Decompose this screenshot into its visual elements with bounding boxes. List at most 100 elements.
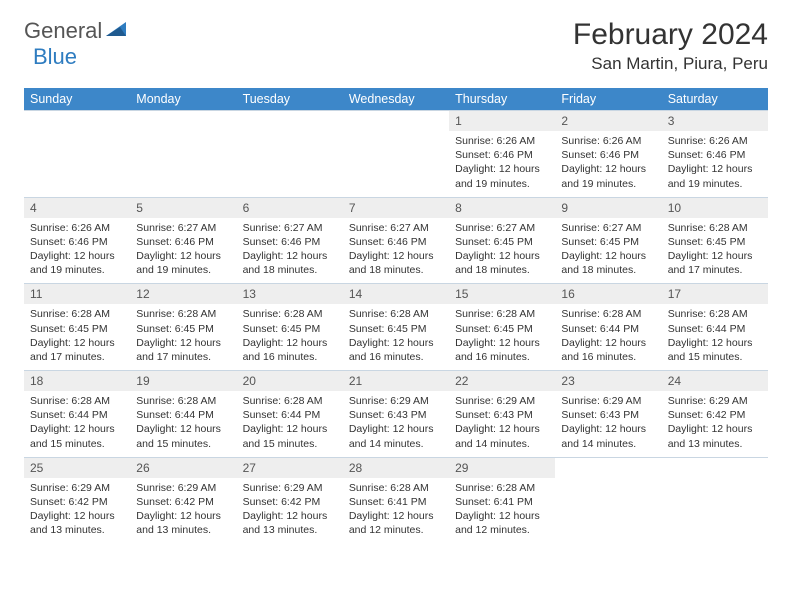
sunrise-text: Sunrise: 6:27 AM <box>455 221 549 235</box>
calendar-cell <box>662 457 768 544</box>
daylight-text: Daylight: 12 hours and 18 minutes. <box>349 249 443 277</box>
sunrise-text: Sunrise: 6:29 AM <box>243 481 337 495</box>
day-body: Sunrise: 6:28 AMSunset: 6:44 PMDaylight:… <box>662 304 768 370</box>
sunset-text: Sunset: 6:43 PM <box>455 408 549 422</box>
day-number: 20 <box>237 370 343 391</box>
day-number-empty <box>343 110 449 131</box>
calendar-cell: 10Sunrise: 6:28 AMSunset: 6:45 PMDayligh… <box>662 197 768 284</box>
calendar-cell: 11Sunrise: 6:28 AMSunset: 6:45 PMDayligh… <box>24 283 130 370</box>
sunset-text: Sunset: 6:46 PM <box>243 235 337 249</box>
daylight-text: Daylight: 12 hours and 12 minutes. <box>349 509 443 537</box>
sunrise-text: Sunrise: 6:27 AM <box>136 221 230 235</box>
day-body: Sunrise: 6:26 AMSunset: 6:46 PMDaylight:… <box>555 131 661 197</box>
sunset-text: Sunset: 6:45 PM <box>30 322 124 336</box>
sunrise-text: Sunrise: 6:27 AM <box>349 221 443 235</box>
calendar-cell <box>130 110 236 197</box>
sunset-text: Sunset: 6:44 PM <box>30 408 124 422</box>
day-number: 9 <box>555 197 661 218</box>
sunrise-text: Sunrise: 6:29 AM <box>668 394 762 408</box>
location-label: San Martin, Piura, Peru <box>573 54 768 74</box>
day-number: 16 <box>555 283 661 304</box>
day-number: 5 <box>130 197 236 218</box>
sunrise-text: Sunrise: 6:26 AM <box>455 134 549 148</box>
daylight-text: Daylight: 12 hours and 16 minutes. <box>561 336 655 364</box>
weekday-header: Sunday <box>24 88 130 110</box>
daylight-text: Daylight: 12 hours and 17 minutes. <box>136 336 230 364</box>
calendar-cell: 13Sunrise: 6:28 AMSunset: 6:45 PMDayligh… <box>237 283 343 370</box>
daylight-text: Daylight: 12 hours and 19 minutes. <box>668 162 762 190</box>
day-number: 4 <box>24 197 130 218</box>
day-body: Sunrise: 6:28 AMSunset: 6:44 PMDaylight:… <box>130 391 236 457</box>
daylight-text: Daylight: 12 hours and 14 minutes. <box>455 422 549 450</box>
day-body: Sunrise: 6:28 AMSunset: 6:45 PMDaylight:… <box>130 304 236 370</box>
calendar-cell: 4Sunrise: 6:26 AMSunset: 6:46 PMDaylight… <box>24 197 130 284</box>
day-number: 7 <box>343 197 449 218</box>
calendar-cell: 21Sunrise: 6:29 AMSunset: 6:43 PMDayligh… <box>343 370 449 457</box>
day-body: Sunrise: 6:27 AMSunset: 6:46 PMDaylight:… <box>130 218 236 284</box>
sunrise-text: Sunrise: 6:26 AM <box>561 134 655 148</box>
daylight-text: Daylight: 12 hours and 13 minutes. <box>30 509 124 537</box>
day-body: Sunrise: 6:28 AMSunset: 6:45 PMDaylight:… <box>24 304 130 370</box>
day-number: 22 <box>449 370 555 391</box>
daylight-text: Daylight: 12 hours and 14 minutes. <box>349 422 443 450</box>
day-number: 14 <box>343 283 449 304</box>
daylight-text: Daylight: 12 hours and 17 minutes. <box>668 249 762 277</box>
sunrise-text: Sunrise: 6:28 AM <box>30 307 124 321</box>
daylight-text: Daylight: 12 hours and 15 minutes. <box>243 422 337 450</box>
calendar-cell: 24Sunrise: 6:29 AMSunset: 6:42 PMDayligh… <box>662 370 768 457</box>
calendar-cell: 5Sunrise: 6:27 AMSunset: 6:46 PMDaylight… <box>130 197 236 284</box>
sunset-text: Sunset: 6:46 PM <box>455 148 549 162</box>
day-number: 11 <box>24 283 130 304</box>
brand-general: General <box>24 18 102 44</box>
daylight-text: Daylight: 12 hours and 19 minutes. <box>30 249 124 277</box>
sunset-text: Sunset: 6:45 PM <box>455 235 549 249</box>
day-number: 18 <box>24 370 130 391</box>
daylight-text: Daylight: 12 hours and 13 minutes. <box>243 509 337 537</box>
sunrise-text: Sunrise: 6:28 AM <box>349 481 443 495</box>
calendar-cell: 7Sunrise: 6:27 AMSunset: 6:46 PMDaylight… <box>343 197 449 284</box>
day-number: 26 <box>130 457 236 478</box>
calendar-cell: 20Sunrise: 6:28 AMSunset: 6:44 PMDayligh… <box>237 370 343 457</box>
calendar-cell <box>24 110 130 197</box>
day-body: Sunrise: 6:29 AMSunset: 6:43 PMDaylight:… <box>555 391 661 457</box>
day-number: 24 <box>662 370 768 391</box>
sunrise-text: Sunrise: 6:28 AM <box>30 394 124 408</box>
day-number-empty <box>555 457 661 478</box>
sunrise-text: Sunrise: 6:28 AM <box>561 307 655 321</box>
calendar-cell: 16Sunrise: 6:28 AMSunset: 6:44 PMDayligh… <box>555 283 661 370</box>
sunset-text: Sunset: 6:46 PM <box>561 148 655 162</box>
day-number-empty <box>237 110 343 131</box>
sunset-text: Sunset: 6:45 PM <box>668 235 762 249</box>
day-body: Sunrise: 6:29 AMSunset: 6:43 PMDaylight:… <box>449 391 555 457</box>
day-number: 23 <box>555 370 661 391</box>
day-number: 12 <box>130 283 236 304</box>
sunset-text: Sunset: 6:42 PM <box>136 495 230 509</box>
day-number: 1 <box>449 110 555 131</box>
daylight-text: Daylight: 12 hours and 19 minutes. <box>561 162 655 190</box>
daylight-text: Daylight: 12 hours and 12 minutes. <box>455 509 549 537</box>
day-number: 3 <box>662 110 768 131</box>
day-number: 29 <box>449 457 555 478</box>
calendar-cell: 1Sunrise: 6:26 AMSunset: 6:46 PMDaylight… <box>449 110 555 197</box>
day-body: Sunrise: 6:27 AMSunset: 6:46 PMDaylight:… <box>343 218 449 284</box>
calendar-cell: 12Sunrise: 6:28 AMSunset: 6:45 PMDayligh… <box>130 283 236 370</box>
day-number: 27 <box>237 457 343 478</box>
daylight-text: Daylight: 12 hours and 13 minutes. <box>668 422 762 450</box>
day-number-empty <box>130 110 236 131</box>
daylight-text: Daylight: 12 hours and 19 minutes. <box>136 249 230 277</box>
calendar-cell: 22Sunrise: 6:29 AMSunset: 6:43 PMDayligh… <box>449 370 555 457</box>
sunrise-text: Sunrise: 6:28 AM <box>136 394 230 408</box>
daylight-text: Daylight: 12 hours and 16 minutes. <box>455 336 549 364</box>
sunrise-text: Sunrise: 6:29 AM <box>136 481 230 495</box>
weekday-row: SundayMondayTuesdayWednesdayThursdayFrid… <box>24 88 768 110</box>
sunset-text: Sunset: 6:42 PM <box>243 495 337 509</box>
weekday-header: Friday <box>555 88 661 110</box>
sunrise-text: Sunrise: 6:29 AM <box>455 394 549 408</box>
day-number: 17 <box>662 283 768 304</box>
calendar-cell: 2Sunrise: 6:26 AMSunset: 6:46 PMDaylight… <box>555 110 661 197</box>
day-body: Sunrise: 6:28 AMSunset: 6:45 PMDaylight:… <box>237 304 343 370</box>
weekday-header: Monday <box>130 88 236 110</box>
calendar-body: 1Sunrise: 6:26 AMSunset: 6:46 PMDaylight… <box>24 110 768 543</box>
calendar-head: SundayMondayTuesdayWednesdayThursdayFrid… <box>24 88 768 110</box>
day-number: 28 <box>343 457 449 478</box>
